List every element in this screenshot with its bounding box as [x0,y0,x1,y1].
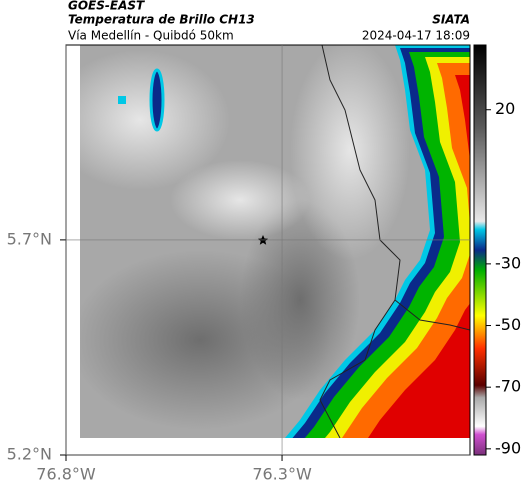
colorbar-tick-label: 20 [495,99,515,118]
lat-tick-label: 5.7°N [7,229,52,248]
colorbar-tick-label: -70 [495,377,521,396]
org: SIATA [432,13,470,27]
lon-tick-label: 76.8°W [36,465,96,484]
subtitle: Temperatura de Brillo CH13 [68,13,255,27]
timestamp: 2024-04-17 18:09 [362,29,470,43]
colorbar-tick-label: -50 [495,315,521,334]
satellite-image [80,45,470,438]
colorbar [473,44,487,456]
lon-tick-label: 76.3°W [252,465,312,484]
colorbar-tick-label: -90 [495,438,521,457]
title: GOES-EAST [68,0,145,13]
location: Vía Medellín - Quibdó 50km [68,29,234,43]
lat-tick-label: 5.2°N [7,445,52,464]
colorbar-tick-label: -30 [495,253,521,272]
